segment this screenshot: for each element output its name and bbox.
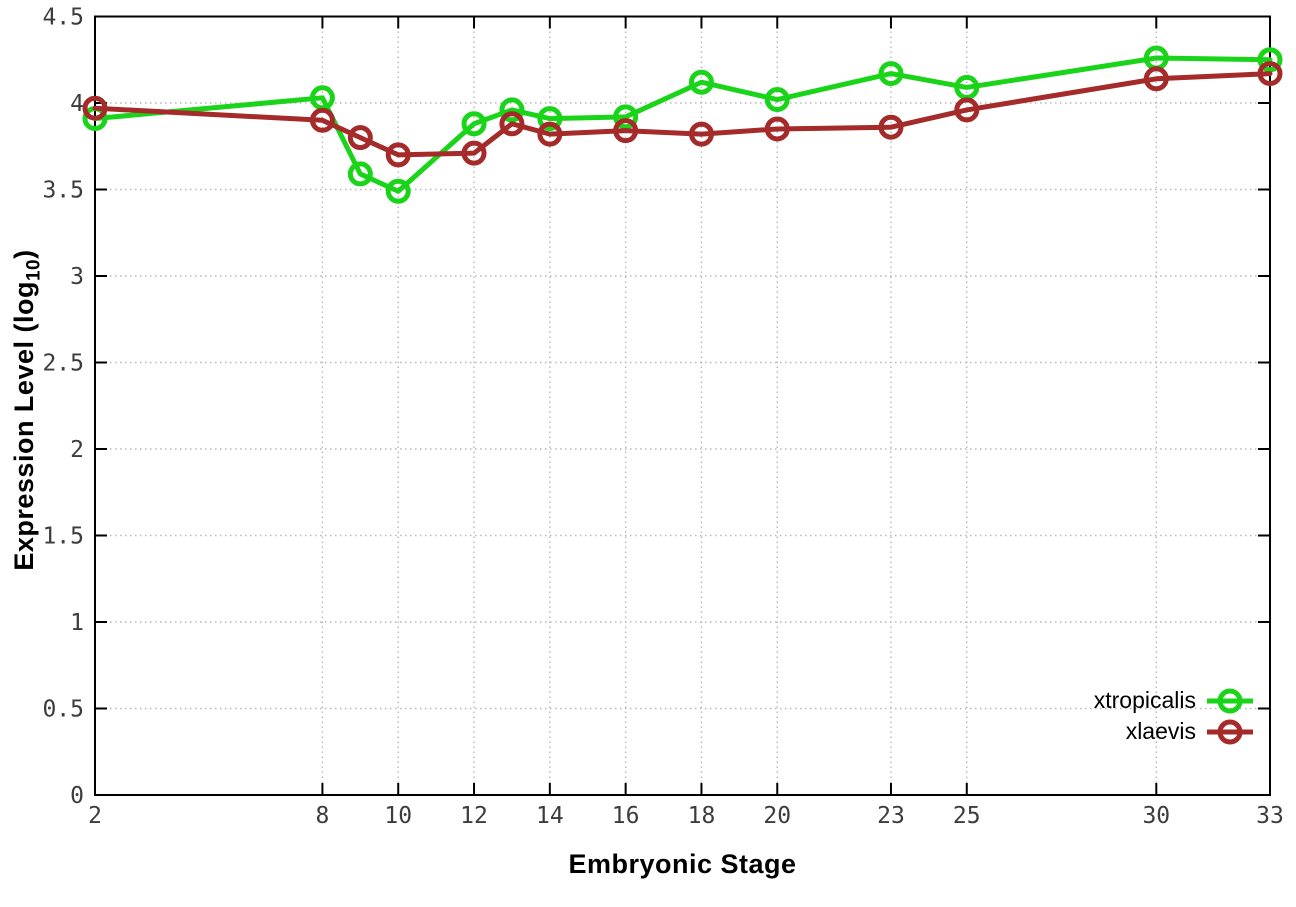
series-xlaevis-marker xyxy=(82,95,108,121)
y-axis-title-subscript: 10 xyxy=(23,258,45,282)
series-xlaevis-line xyxy=(92,71,1273,158)
series-xlaevis-marker xyxy=(309,107,335,133)
series-xtropicalis-marker xyxy=(461,111,487,137)
y-tick-labels: 0 0.5 1 1.5 2 2.5 3 3.5 4 4.5 xyxy=(42,5,84,810)
y-axis-title: Expression Level (log10) xyxy=(9,110,45,710)
series-xtropicalis-line xyxy=(92,55,1273,194)
series-xtropicalis-marker xyxy=(878,61,904,87)
y-tick-label-3.5: 3.5 xyxy=(42,178,84,204)
series-xtropicalis xyxy=(82,45,1283,204)
x-tick-label-25: 25 xyxy=(953,803,981,829)
y-tick-label-1: 1 xyxy=(70,610,84,636)
tick-marks xyxy=(94,15,1271,796)
x-tick-label-23: 23 xyxy=(877,803,905,829)
x-tick-labels: 2 8 10 12 14 16 18 20 23 25 30 33 xyxy=(88,803,1284,829)
x-tick-label-16: 16 xyxy=(612,803,640,829)
series-xlaevis-marker xyxy=(764,116,790,142)
x-tick-label-20: 20 xyxy=(763,803,791,829)
series-xlaevis-marker xyxy=(537,121,563,147)
x-tick-label-33: 33 xyxy=(1256,803,1284,829)
x-tick-label-12: 12 xyxy=(460,803,488,829)
series-xlaevis-marker xyxy=(385,142,411,168)
series-xlaevis-marker xyxy=(878,114,904,140)
legend-item-xlaevis: xlaevis xyxy=(1126,716,1255,747)
series-xlaevis-marker xyxy=(688,121,714,147)
x-tick-label-8: 8 xyxy=(315,803,329,829)
legend-marker-xlaevis-icon xyxy=(1207,719,1253,744)
y-tick-label-4: 4 xyxy=(70,91,84,117)
series-xlaevis-marker xyxy=(499,111,525,137)
x-tick-label-14: 14 xyxy=(536,803,564,829)
series-xtropicalis-marker xyxy=(499,97,525,123)
legend-label-xtropicalis: xtropicalis xyxy=(1093,687,1196,713)
series-xlaevis-marker xyxy=(1143,66,1169,92)
series-xtropicalis-marker xyxy=(347,161,373,187)
y-tick-label-3: 3 xyxy=(70,264,84,290)
x-tick-label-2: 2 xyxy=(88,803,102,829)
y-tick-label-2: 2 xyxy=(70,437,84,463)
x-tick-label-18: 18 xyxy=(688,803,716,829)
y-tick-label-0.5: 0.5 xyxy=(42,697,84,723)
series-xlaevis-marker xyxy=(347,125,373,151)
y-axis-title-text: Expression Level (log xyxy=(9,281,39,571)
series-xtropicalis-marker xyxy=(537,106,563,132)
y-tick-label-4.5: 4.5 xyxy=(42,5,84,31)
series-xtropicalis-marker xyxy=(1257,47,1283,73)
series-xtropicalis-marker xyxy=(385,178,411,204)
y-tick-label-1.5: 1.5 xyxy=(42,524,84,550)
x-tick-label-10: 10 xyxy=(384,803,412,829)
series-xtropicalis-marker xyxy=(764,87,790,113)
legend-item-xtropicalis: xtropicalis xyxy=(1094,685,1255,716)
series-xlaevis-marker xyxy=(1257,61,1283,87)
y-axis-title-suffix: ) xyxy=(9,249,39,259)
series-xtropicalis-marker xyxy=(688,69,714,95)
x-axis-title: Embryonic Stage xyxy=(568,849,797,879)
series-xlaevis xyxy=(82,61,1283,168)
y-tick-label-2.5: 2.5 xyxy=(42,351,84,377)
legend-label-xlaevis: xlaevis xyxy=(1125,718,1196,744)
legend-marker-xtropicalis-icon xyxy=(1207,688,1253,713)
x-tick-label-30: 30 xyxy=(1142,803,1170,829)
series-xlaevis-marker xyxy=(461,140,487,166)
series-xtropicalis-marker xyxy=(613,104,639,130)
axes-border xyxy=(94,15,1271,796)
series-xlaevis-marker xyxy=(954,97,980,123)
y-tick-label-0: 0 xyxy=(70,783,84,809)
legend: xtropicalis xlaevis xyxy=(1094,685,1255,747)
series-xlaevis-marker xyxy=(613,118,639,144)
